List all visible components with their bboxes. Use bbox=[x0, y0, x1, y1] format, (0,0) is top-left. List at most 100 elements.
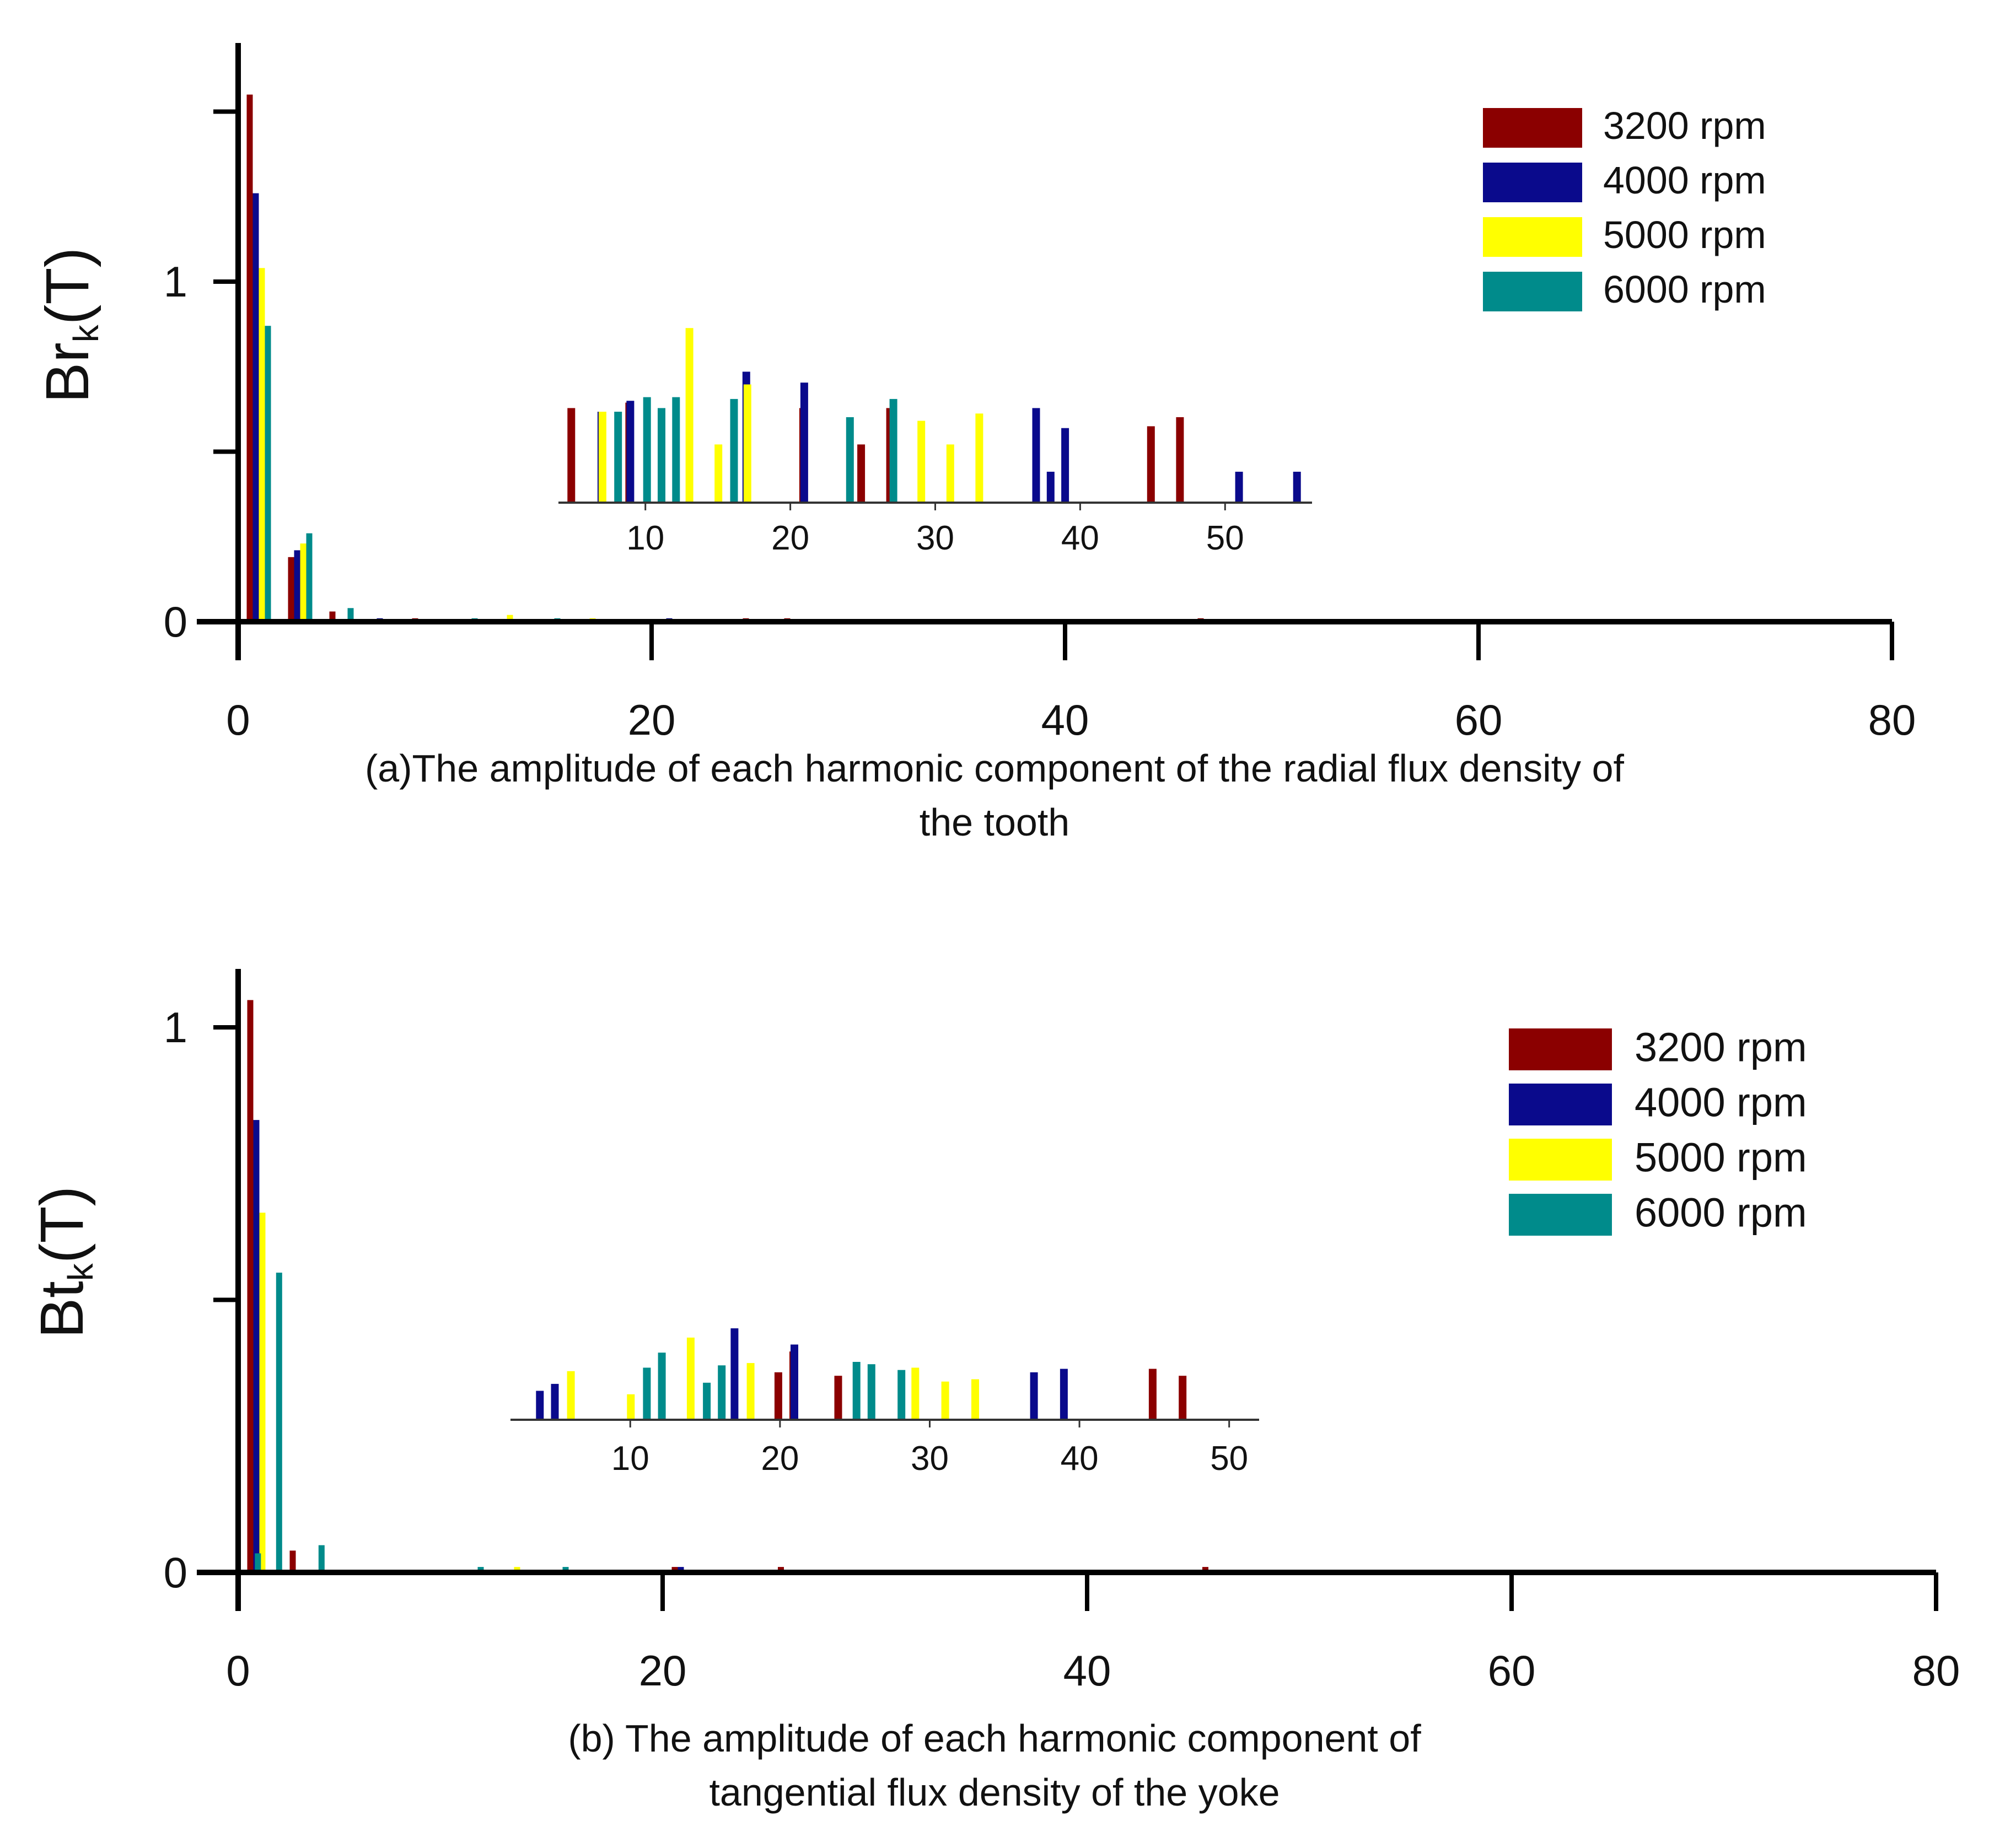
bar-a-4000-rpm-h3 bbox=[294, 550, 300, 622]
legend-swatch-b-4000-rpm bbox=[1509, 1084, 1612, 1125]
inset-bar-b-6000-rpm-h28 bbox=[897, 1370, 906, 1420]
caption-a-line-2: the tooth bbox=[919, 801, 1070, 844]
bar-a-6000-rpm-h5 bbox=[347, 608, 354, 622]
legend-label-a-4000-rpm: 4000 rpm bbox=[1603, 159, 1766, 202]
inset-bar-b-3200-rpm-h45 bbox=[1148, 1369, 1157, 1420]
inset-bar-b-6000-rpm-h26 bbox=[867, 1364, 875, 1420]
inset-bar-a-5000-rpm-h29 bbox=[917, 421, 926, 503]
inset-bar-a-6000-rpm-h12 bbox=[672, 397, 680, 503]
x-tick-label-b-80: 80 bbox=[1912, 1646, 1960, 1695]
inset-bar-a-3200-rpm-h25 bbox=[857, 444, 866, 503]
inset-bar-a-4000-rpm-h38 bbox=[1046, 471, 1055, 503]
inset-x-tick-label-b-50: 50 bbox=[1210, 1440, 1248, 1478]
inset-x-tick-label-b-10: 10 bbox=[611, 1440, 649, 1478]
inset-x-tick-label-a-30: 30 bbox=[916, 519, 954, 557]
x-tick-label-b-60: 60 bbox=[1488, 1646, 1536, 1695]
bar-b-6000-rpm-h0.5 bbox=[255, 1553, 261, 1572]
inset-bar-b-5000-rpm-h14 bbox=[686, 1337, 695, 1420]
inset-bar-b-6000-rpm-h15 bbox=[703, 1382, 711, 1420]
inset-bar-b-4000-rpm-h5 bbox=[551, 1383, 559, 1420]
inset-x-tick-label-a-50: 50 bbox=[1206, 519, 1244, 557]
x-tick-label-a-20: 20 bbox=[628, 696, 676, 744]
legend-label-b-3200-rpm: 3200 rpm bbox=[1635, 1024, 1807, 1070]
inset-bar-a-4000-rpm-h9 bbox=[626, 401, 635, 503]
bar-a-4000-rpm-h1 bbox=[252, 193, 259, 622]
legend-swatch-a-4000-rpm bbox=[1483, 163, 1582, 202]
inset-bar-b-5000-rpm-h33 bbox=[971, 1379, 979, 1420]
inset-bar-b-5000-rpm-h6 bbox=[567, 1371, 575, 1420]
inset-x-tick-label-b-40: 40 bbox=[1061, 1440, 1099, 1478]
inset-bar-a-5000-rpm-h31 bbox=[946, 444, 954, 503]
y-axis-label-b: Btk(T) bbox=[28, 1186, 100, 1338]
inset-bar-a-6000-rpm-h24 bbox=[846, 417, 854, 503]
legend-swatch-a-6000-rpm bbox=[1483, 272, 1582, 311]
inset-bar-a-4000-rpm-h55 bbox=[1293, 471, 1301, 503]
x-tick-label-b-20: 20 bbox=[639, 1646, 687, 1695]
inset-bar-b-6000-rpm-h12 bbox=[658, 1353, 666, 1420]
inset-x-tick-label-a-40: 40 bbox=[1061, 519, 1099, 557]
inset-bar-a-4000-rpm-h39 bbox=[1061, 428, 1069, 503]
y-tick-label-a-0: 0 bbox=[164, 597, 187, 646]
inset-bar-b-3200-rpm-h47 bbox=[1179, 1376, 1187, 1420]
inset-bar-b-3200-rpm-h20 bbox=[774, 1372, 782, 1420]
legend-swatch-b-5000-rpm bbox=[1509, 1139, 1612, 1181]
inset-bar-b-5000-rpm-h31 bbox=[941, 1381, 949, 1420]
bar-a-5000-rpm-h3 bbox=[300, 543, 307, 622]
inset-bar-a-3200-rpm-h45 bbox=[1147, 426, 1155, 503]
legend-swatch-a-5000-rpm bbox=[1483, 217, 1582, 257]
inset-x-tick-label-b-30: 30 bbox=[911, 1440, 949, 1478]
bar-b-3200-rpm-h3 bbox=[289, 1550, 296, 1572]
bar-a-3200-rpm-h3 bbox=[288, 557, 294, 622]
inset-bar-a-5000-rpm-h15 bbox=[714, 444, 723, 503]
inset-bar-b-4000-rpm-h21 bbox=[791, 1344, 798, 1420]
inset-bar-a-4000-rpm-h51 bbox=[1235, 471, 1243, 503]
x-tick-label-a-0: 0 bbox=[226, 696, 250, 744]
inset-bar-a-6000-rpm-h10 bbox=[643, 397, 651, 503]
inset-bar-a-4000-rpm-h21 bbox=[800, 382, 808, 503]
chart-radial-flux-tooth: 0 20 40 60 80 0 1 Brk(T) 3200 rpm 4000 rpm 5000 rp… bbox=[34, 43, 1916, 744]
legend-label-a-6000-rpm: 6000 rpm bbox=[1603, 268, 1766, 311]
x-tick-label-a-60: 60 bbox=[1455, 696, 1503, 744]
inset-x-tick-label-a-10: 10 bbox=[626, 519, 664, 557]
x-tick-label-b-40: 40 bbox=[1063, 1646, 1111, 1695]
inset-bar-a-3200-rpm-h5 bbox=[567, 408, 576, 503]
caption-chart-a: (a)The amplitude of each harmonic compon… bbox=[0, 741, 1989, 849]
legend-swatch-a-3200-rpm bbox=[1483, 108, 1582, 148]
legend-label-b-5000-rpm: 5000 rpm bbox=[1635, 1134, 1807, 1180]
inset-bar-b-6000-rpm-h11 bbox=[643, 1367, 651, 1420]
bar-b-6000-rpm-h3.5 bbox=[318, 1545, 325, 1573]
bar-b-6000-rpm-h1.5 bbox=[276, 1273, 282, 1573]
bar-b-4000-rpm-h1 bbox=[253, 1120, 260, 1572]
inset-bar-a-5000-rpm-h33 bbox=[975, 413, 983, 503]
legend-swatch-b-3200-rpm bbox=[1509, 1028, 1612, 1070]
inset-bar-a-6000-rpm-h27 bbox=[889, 398, 897, 503]
inset-bar-a-6000-rpm-h16 bbox=[730, 398, 738, 503]
bar-a-5000-rpm-h1 bbox=[259, 268, 265, 622]
x-tick-label-a-80: 80 bbox=[1868, 696, 1916, 744]
bar-a-6000-rpm-h1 bbox=[265, 326, 271, 622]
bar-a-3200-rpm-h1 bbox=[246, 94, 253, 622]
bar-b-5000-rpm-h1 bbox=[259, 1213, 266, 1572]
inset-x-tick-label-a-20: 20 bbox=[771, 519, 809, 557]
legend-label-b-6000-rpm: 6000 rpm bbox=[1635, 1189, 1807, 1235]
y-tick-label-a-1: 1 bbox=[164, 257, 187, 306]
bar-a-5000-rpm-h13 bbox=[507, 615, 513, 622]
caption-b-line-1: (b) The amplitude of each harmonic compo… bbox=[568, 1717, 1421, 1760]
bar-a-3200-rpm-h5 bbox=[329, 611, 336, 622]
bar-b-3200-rpm-h1 bbox=[247, 1000, 254, 1572]
inset-bar-b-4000-rpm-h37 bbox=[1030, 1372, 1038, 1420]
y-tick-label-b-1: 1 bbox=[164, 1003, 187, 1052]
inset-bar-b-6000-rpm-h16 bbox=[718, 1365, 726, 1420]
x-tick-label-a-40: 40 bbox=[1041, 696, 1089, 744]
x-tick-label-b-0: 0 bbox=[226, 1646, 250, 1695]
inset-bar-b-6000-rpm-h25 bbox=[852, 1362, 861, 1420]
inset-bar-a-5000-rpm-h17 bbox=[743, 384, 751, 503]
inset-bar-a-6000-rpm-h11 bbox=[658, 408, 665, 503]
inset-bar-a-4000-rpm-h37 bbox=[1032, 408, 1040, 503]
legend-label-a-5000-rpm: 5000 rpm bbox=[1603, 213, 1766, 256]
legend-swatch-b-6000-rpm bbox=[1509, 1194, 1612, 1236]
inset-bar-a-3200-rpm-h47 bbox=[1176, 417, 1184, 503]
inset-bar-b-4000-rpm-h39 bbox=[1060, 1369, 1068, 1420]
inset-bar-b-3200-rpm-h24 bbox=[834, 1376, 842, 1420]
